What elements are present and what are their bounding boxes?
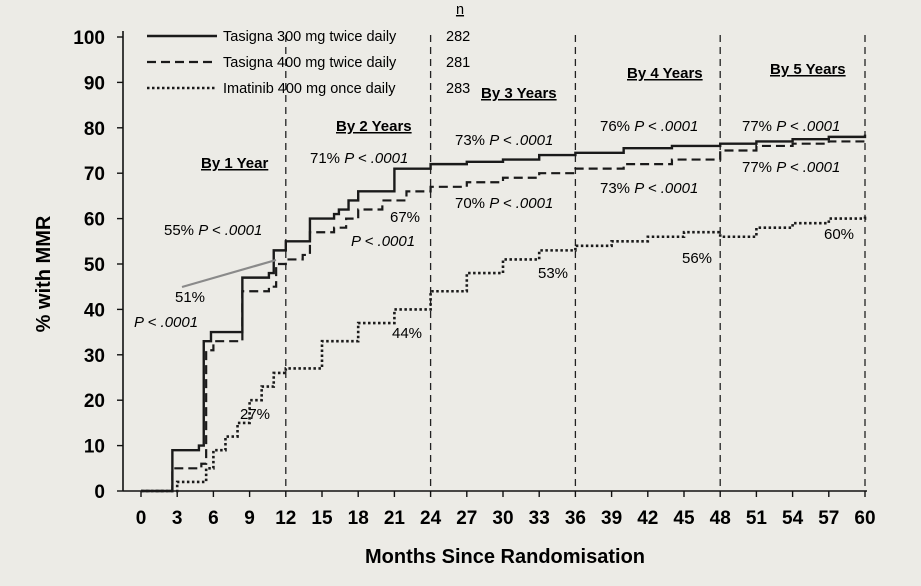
annotation-pvalue: P < .0001 xyxy=(634,118,698,135)
x-tick-label: 54 xyxy=(782,508,804,529)
legend-n-2: 283 xyxy=(446,81,470,97)
x-tick-label: 60 xyxy=(854,508,875,529)
milestone-label-1: By 2 Years xyxy=(336,118,412,135)
x-tick-label: 12 xyxy=(275,508,296,529)
annotation-9: 70% P < .0001 xyxy=(455,195,553,212)
annotation-leader-line xyxy=(181,258,277,289)
x-tick-label: 57 xyxy=(818,508,839,529)
annotation-percent: 76% xyxy=(600,118,634,135)
y-tick-label: 40 xyxy=(84,300,105,321)
y-tick-label: 10 xyxy=(84,437,105,458)
annotation-pvalue: P < .0001 xyxy=(344,150,408,167)
annotation-percent: 71% xyxy=(310,150,344,167)
annotation-0: 55% P < .0001 xyxy=(164,222,262,239)
annotation-3: 27% xyxy=(240,406,270,423)
y-tick-label: 0 xyxy=(94,482,105,503)
annotation-percent: 56% xyxy=(682,250,712,267)
annotation-13: 56% xyxy=(682,250,712,267)
x-tick-label: 3 xyxy=(172,508,183,529)
legend-label-0: Tasigna 300 mg twice daily xyxy=(223,29,397,45)
y-axis-title: % with MMR xyxy=(33,215,55,332)
x-tick-label: 0 xyxy=(136,508,147,529)
annotation-pvalue: P < .0001 xyxy=(776,118,840,135)
annotation-16: 60% xyxy=(824,226,854,243)
x-tick-label: 39 xyxy=(601,508,622,529)
y-tick-label: 80 xyxy=(84,119,105,140)
x-axis-title: Months Since Randomisation xyxy=(365,546,645,568)
annotation-percent: 73% xyxy=(455,132,489,149)
annotation-6: P < .0001 xyxy=(351,233,415,250)
x-tick-label: 33 xyxy=(529,508,550,529)
annotation-pvalue: P < .0001 xyxy=(134,314,198,331)
x-tick-label: 21 xyxy=(384,508,406,529)
legend-n-header: n xyxy=(456,2,464,18)
annotation-1: 51% xyxy=(175,289,205,306)
annotation-14: 77% P < .0001 xyxy=(742,118,840,135)
x-tick-label: 45 xyxy=(673,508,695,529)
annotation-percent: 53% xyxy=(538,265,568,282)
y-tick-label: 20 xyxy=(84,391,105,412)
y-tick-label: 50 xyxy=(84,255,105,276)
annotation-percent: 67% xyxy=(390,209,420,226)
annotation-percent: 51% xyxy=(175,289,205,306)
annotation-15: 77% P < .0001 xyxy=(742,159,840,176)
series-line-2 xyxy=(141,214,867,493)
annotation-percent: 60% xyxy=(824,226,854,243)
y-tick-label: 70 xyxy=(84,164,105,185)
annotation-10: 53% xyxy=(538,265,568,282)
annotation-percent: 77% xyxy=(742,118,776,135)
annotation-percent: 70% xyxy=(455,195,489,212)
series-line-0 xyxy=(141,134,867,493)
x-tick-label: 15 xyxy=(311,508,333,529)
x-tick-label: 36 xyxy=(565,508,586,529)
annotation-pvalue: P < .0001 xyxy=(489,132,553,149)
annotation-percent: 73% xyxy=(600,180,634,197)
x-tick-label: 24 xyxy=(420,508,442,529)
legend-label-1: Tasigna 400 mg twice daily xyxy=(223,55,397,71)
x-tick-label: 18 xyxy=(348,508,369,529)
legend-n-1: 281 xyxy=(446,55,470,71)
x-tick-label: 30 xyxy=(492,508,513,529)
x-tick-label: 9 xyxy=(244,508,255,529)
annotation-pvalue: P < .0001 xyxy=(198,222,262,239)
annotation-percent: 44% xyxy=(392,325,422,342)
x-tick-label: 48 xyxy=(710,508,731,529)
annotation-11: 76% P < .0001 xyxy=(600,118,698,135)
annotation-4: 71% P < .0001 xyxy=(310,150,408,167)
annotation-percent: 55% xyxy=(164,222,198,239)
milestone-label-2: By 3 Years xyxy=(481,85,557,102)
annotation-12: 73% P < .0001 xyxy=(600,180,698,197)
x-tick-label: 51 xyxy=(746,508,768,529)
annotation-pvalue: P < .0001 xyxy=(776,159,840,176)
x-tick-label: 27 xyxy=(456,508,477,529)
legend-n-0: 282 xyxy=(446,29,470,45)
y-tick-label: 30 xyxy=(84,346,105,367)
annotation-pvalue: P < .0001 xyxy=(351,233,415,250)
annotation-2: P < .0001 xyxy=(134,314,198,331)
annotation-pvalue: P < .0001 xyxy=(489,195,553,212)
series-line-1 xyxy=(141,139,867,493)
milestone-label-3: By 4 Years xyxy=(627,65,703,82)
annotation-5: 67% xyxy=(390,209,420,226)
x-tick-label: 42 xyxy=(637,508,658,529)
annotation-percent: 27% xyxy=(240,406,270,423)
milestone-label-0: By 1 Year xyxy=(201,155,268,172)
y-tick-label: 100 xyxy=(73,28,105,49)
y-tick-label: 90 xyxy=(84,73,105,94)
milestone-label-4: By 5 Years xyxy=(770,61,846,78)
y-tick-label: 60 xyxy=(84,210,105,231)
annotation-8: 73% P < .0001 xyxy=(455,132,553,149)
annotation-7: 44% xyxy=(392,325,422,342)
annotation-pvalue: P < .0001 xyxy=(634,180,698,197)
x-tick-label: 6 xyxy=(208,508,219,529)
legend-label-2: Imatinib 400 mg once daily xyxy=(223,81,396,97)
annotation-percent: 77% xyxy=(742,159,776,176)
